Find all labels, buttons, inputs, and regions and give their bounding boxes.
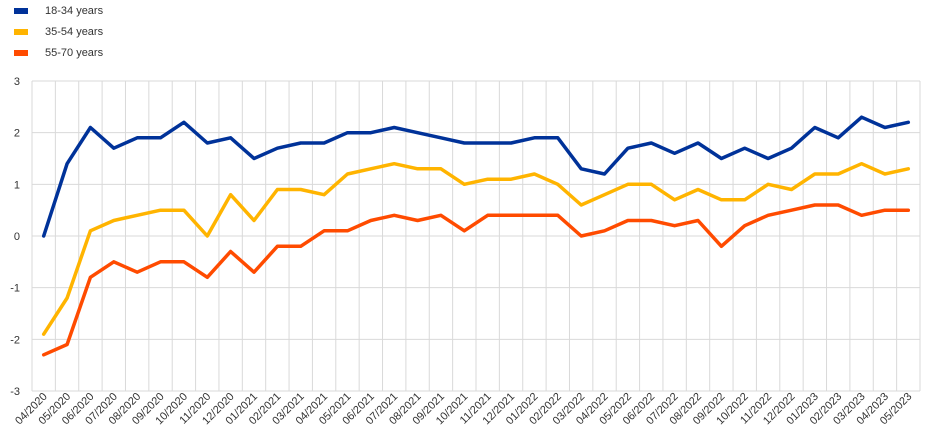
y-tick-label: -2 (10, 334, 20, 346)
legend-swatch-35-54 (14, 28, 28, 35)
series-line-1 (41, 115, 911, 238)
y-tick-label: -3 (10, 386, 20, 398)
series-line-2 (41, 161, 911, 336)
y-tick-label: -1 (10, 283, 20, 295)
y-tick-label: 3 (14, 76, 20, 88)
legend-label-18-34: 18-34 years (45, 4, 104, 17)
legend-item-18-34: 18-34 years (14, 0, 103, 21)
legend-label-55-70: 55-70 years (45, 46, 104, 59)
y-tick-label: 2 (14, 128, 20, 140)
y-tick-label: 0 (14, 231, 20, 243)
legend-swatch-55-70 (14, 49, 28, 56)
legend-item-55-70: 55-70 years (14, 42, 103, 63)
y-tick-label: 1 (14, 179, 20, 191)
legend-label-35-54: 35-54 years (45, 25, 104, 38)
series-line-3 (41, 203, 911, 357)
legend: 18-34 years 35-54 years 55-70 years (14, 0, 103, 63)
legend-swatch-18-34 (14, 7, 28, 14)
legend-item-35-54: 35-54 years (14, 21, 103, 42)
